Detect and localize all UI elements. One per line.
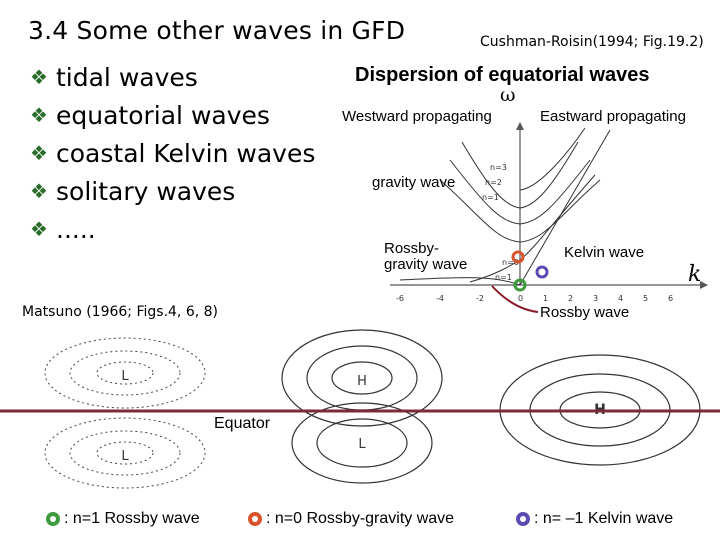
omega-axis-arrow — [516, 122, 524, 130]
rossby-wave-label: Rossby wave — [540, 304, 630, 321]
slide-title: 3.4 Some other waves in GFD — [28, 16, 406, 45]
x-tick-label: -4 — [436, 294, 444, 303]
diamond-bullet-icon: ❖ — [30, 179, 48, 203]
bullet-list: ❖ tidal waves ❖ equatorial waves ❖ coastal … — [30, 58, 315, 248]
kelvin-wave-label: Kelvin wave — [564, 244, 645, 261]
bullet-text: tidal waves — [56, 62, 198, 92]
legend-item-rossby: : n=1 Rossby wave — [46, 510, 200, 528]
low-label: L — [121, 449, 129, 464]
rossby-gravity-label-line2: gravity wave — [384, 256, 468, 273]
rossby-marker-icon — [46, 512, 60, 526]
kelvin-marker-icon — [516, 512, 530, 526]
panel-rossby-gravity: H L — [281, 329, 443, 484]
k-axis-label: k — [688, 262, 702, 287]
legend-item-rossby-gravity: : n=0 Rossby-gravity wave — [248, 510, 454, 528]
citation-bottom: Matsuno (1966; Figs.4, 6, 8) — [22, 304, 218, 320]
rossby-marker-icon — [513, 278, 527, 292]
matsuno-panels: L L H L H — [0, 329, 720, 489]
kelvin-curve — [519, 129, 611, 286]
x-tick-label: 3 — [593, 294, 598, 303]
curve-label: n=2 — [485, 178, 502, 187]
eastward-label: Eastward propagating — [540, 108, 686, 125]
diamond-bullet-icon: ❖ — [30, 103, 48, 127]
bullet-text: solitary waves — [56, 176, 236, 206]
gravity-curve-n1 — [439, 179, 601, 243]
panel-rossby: L L — [44, 337, 206, 489]
bullet-item: ❖..... — [30, 210, 315, 248]
bullet-text: coastal Kelvin waves — [56, 138, 316, 168]
x-tick-label: -6 — [396, 294, 404, 303]
x-tick-label: 6 — [668, 294, 673, 303]
gravity-curve-upper — [519, 127, 586, 191]
westward-label: Westward propagating — [342, 108, 492, 125]
bullet-text: ..... — [56, 214, 96, 244]
bullet-item: ❖ coastal Kelvin waves — [30, 134, 315, 172]
high-label: H — [357, 374, 367, 389]
legend-text: : n= –1 Kelvin wave — [534, 510, 674, 527]
low-label: L — [358, 437, 366, 452]
diamond-bullet-icon: ❖ — [30, 141, 48, 165]
rossby-callout-line — [491, 285, 539, 313]
x-tick-label: 1 — [543, 294, 548, 303]
kelvin-marker-icon — [535, 265, 549, 279]
curve-label: n=1 — [495, 273, 512, 282]
rossby-gravity-marker-icon — [511, 250, 525, 264]
x-tick-label: 4 — [618, 294, 623, 303]
rossby-gravity-curve — [469, 174, 596, 283]
x-tick-label: -2 — [476, 294, 484, 303]
curve-label: n=1 — [482, 193, 499, 202]
dispersion-title: Dispersion of equatorial waves — [355, 64, 650, 86]
x-tick-label: 0 — [518, 294, 523, 303]
rossby-curve — [399, 277, 521, 286]
equator-label: Equator — [214, 415, 271, 432]
gravity-wave-label: gravity wave — [372, 174, 456, 191]
legend-item-kelvin: : n= –1 Kelvin wave — [516, 510, 673, 528]
bullet-item: ❖ solitary waves — [30, 172, 315, 210]
x-tick-label: 5 — [643, 294, 648, 303]
legend-text: : n=0 Rossby-gravity wave — [266, 510, 455, 527]
curve-label: n=0 — [502, 258, 519, 267]
dispersion-diagram: n=3 n=2 n=1 n=0 n=1 -6 -4 -2 0 1 2 3 4 5… — [390, 122, 708, 313]
k-axis-arrow — [700, 281, 708, 289]
legend-text: : n=1 Rossby wave — [64, 510, 200, 527]
rossby-gravity-marker-icon — [248, 512, 262, 526]
diamond-bullet-icon: ❖ — [30, 217, 48, 241]
curve-label: n=3 — [490, 163, 507, 172]
low-label: L — [121, 369, 129, 384]
bullet-item: ❖ tidal waves — [30, 58, 315, 96]
rossby-gravity-label-line1: Rossby- — [384, 240, 440, 257]
diamond-bullet-icon: ❖ — [30, 65, 48, 89]
omega-axis-label: ω — [500, 84, 516, 106]
gravity-curve-n2 — [449, 159, 591, 225]
bullet-text: equatorial waves — [56, 100, 270, 130]
x-tick-label: 2 — [568, 294, 573, 303]
gravity-curve-n3 — [461, 141, 579, 209]
citation-top: Cushman-Roisin(1994; Fig.19.2) — [480, 34, 704, 50]
bullet-item: ❖ equatorial waves — [30, 96, 315, 134]
